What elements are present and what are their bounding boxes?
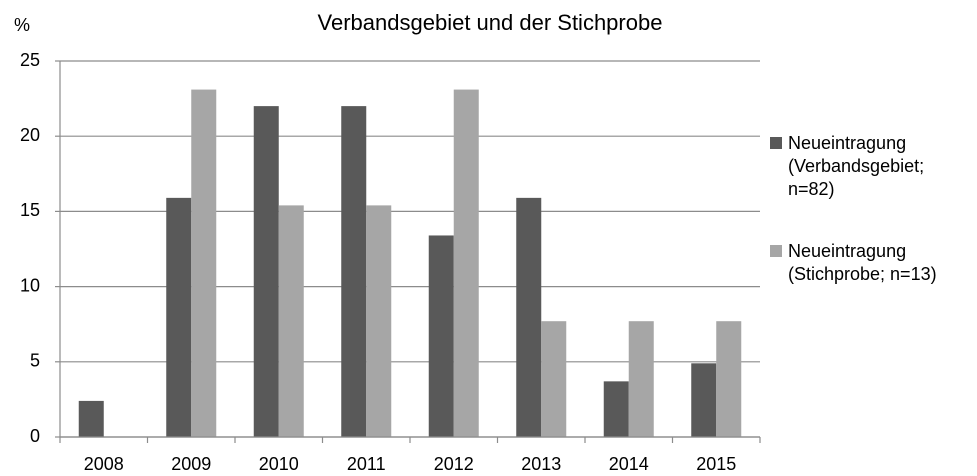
x-tick-label: 2014 [609,454,649,474]
x-tick-label: 2010 [259,454,299,474]
bar [628,321,654,437]
bar [516,197,542,437]
y-tick-label: 5 [30,351,40,371]
x-tick-label: 2008 [84,454,124,474]
legend-label: Neueintragung (Verbandsgebiet; n=82) [788,133,925,199]
legend-swatch [770,245,782,257]
y-tick-label: 0 [30,426,40,446]
bar [366,205,392,437]
bar [166,197,192,437]
x-tick-label: 2009 [171,454,211,474]
bar [428,235,454,437]
y-tick-label: 20 [20,125,40,145]
bar [541,321,567,437]
bar [278,205,304,437]
y-tick-label: 25 [20,50,40,70]
bar [691,363,717,437]
x-tick-label: 2015 [696,454,736,474]
x-tick-label: 2011 [347,454,386,474]
bar [716,321,742,437]
legend-swatch [770,137,782,149]
legend-label: Neueintragung (Stichprobe; n=13) [788,241,937,284]
bar [191,89,217,438]
bar [253,106,279,438]
bar [341,106,367,438]
y-tick-label: 10 [20,275,40,295]
legend-item: Neueintragung (Stichprobe; n=13) [770,240,970,286]
x-tick-label: 2012 [434,454,474,474]
bar [78,400,104,437]
y-tick-label: 15 [20,200,40,220]
y-axis-label: % [14,15,30,35]
chart-title: Verbandsgebiet und der Stichprobe [318,10,663,35]
bar [603,381,629,437]
legend-item: Neueintragung (Verbandsgebiet; n=82) [770,132,970,201]
bar [453,89,479,438]
x-tick-label: 2013 [521,454,561,474]
